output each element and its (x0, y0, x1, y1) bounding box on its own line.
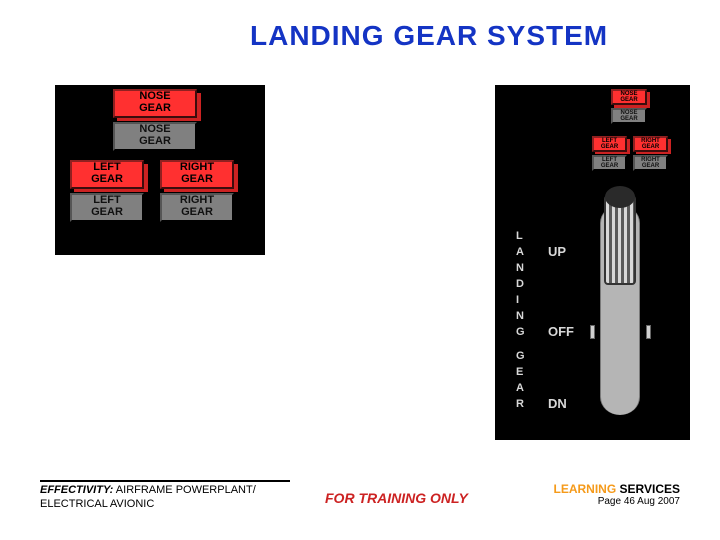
r-nose-alarm-l1: NOSE (620, 91, 637, 97)
effectivity-block: EFFECTIVITY: AIRFRAME POWERPLANT/ ELECTR… (40, 480, 290, 512)
left-gear-alarm-l1: LEFT (93, 161, 121, 173)
r-right-alarm: RIGHT GEAR (633, 136, 668, 152)
page-title: LANDING GEAR SYSTEM (250, 20, 608, 52)
right-gear-ok-l2: GEAR (181, 206, 213, 218)
lever-pos-up: UP (548, 244, 566, 259)
left-gear-ok-l2: GEAR (91, 206, 123, 218)
left-gear-ok: LEFT GEAR (70, 193, 144, 222)
vlabel-I: I (516, 294, 519, 306)
r-right-ok-l1: RIGHT (641, 157, 660, 163)
r-right-alarm-l1: RIGHT (641, 138, 660, 144)
page-footer: Page 46 Aug 2007 (554, 496, 680, 507)
left-gear-alarm: LEFT GEAR (70, 160, 144, 189)
left-gear-alarm-l2: GEAR (91, 173, 123, 185)
r-left-ok: LEFT GEAR (592, 155, 627, 171)
r-nose-ok-l2: GEAR (620, 116, 637, 122)
vlabel-E: E (516, 366, 523, 378)
vlabel-N: N (516, 262, 524, 274)
gear-lever-handle[interactable] (604, 195, 636, 285)
right-gear-ok: RIGHT GEAR (160, 193, 234, 222)
right-gear-ok-l1: RIGHT (180, 194, 214, 206)
right-gear-alarm: RIGHT GEAR (160, 160, 234, 189)
vlabel-N2: N (516, 310, 524, 322)
nose-gear-alarm-l2: GEAR (139, 102, 171, 114)
effectivity-label: EFFECTIVITY: (40, 484, 113, 496)
r-left-alarm-l2: GEAR (601, 144, 618, 150)
r-nose-alarm-l2: GEAR (620, 97, 637, 103)
r-left-ok-l1: LEFT (602, 157, 617, 163)
r-left-ok-l2: GEAR (601, 163, 618, 169)
r-right-alarm-l2: GEAR (642, 144, 659, 150)
right-gear-alarm-l2: GEAR (181, 173, 213, 185)
r-nose-alarm: NOSE GEAR (611, 89, 647, 105)
lever-pos-off: OFF (548, 324, 574, 339)
r-left-alarm: LEFT GEAR (592, 136, 627, 152)
r-right-ok: RIGHT GEAR (633, 155, 668, 171)
lever-off-detent-right (646, 325, 651, 339)
gear-lever-knob[interactable] (605, 186, 635, 208)
r-nose-ok-l1: NOSE (620, 110, 637, 116)
right-gear-alarm-l1: RIGHT (180, 161, 214, 173)
nose-gear-alarm: NOSE GEAR (113, 89, 197, 118)
vlabel-A: A (516, 246, 524, 258)
nose-gear-ok-l1: NOSE (139, 123, 170, 135)
learning-label: LEARNING (554, 482, 617, 496)
vlabel-D: D (516, 278, 524, 290)
lever-pos-dn: DN (548, 396, 567, 411)
r-left-alarm-l1: LEFT (602, 138, 617, 144)
nose-gear-ok: NOSE GEAR (113, 122, 197, 151)
vlabel-G2: G (516, 350, 525, 362)
nose-gear-ok-l2: GEAR (139, 135, 171, 147)
vlabel-L: L (516, 230, 523, 242)
lever-off-detent-left (590, 325, 595, 339)
r-nose-ok: NOSE GEAR (611, 108, 647, 124)
services-label: SERVICES (616, 482, 680, 496)
vlabel-R: R (516, 398, 524, 410)
nose-gear-alarm-l1: NOSE (139, 90, 170, 102)
left-gear-ok-l1: LEFT (93, 194, 121, 206)
training-only-label: FOR TRAINING ONLY (325, 490, 468, 506)
learning-services-block: LEARNING SERVICES Page 46 Aug 2007 (554, 482, 680, 507)
vlabel-G: G (516, 326, 525, 338)
r-right-ok-l2: GEAR (642, 163, 659, 169)
vlabel-A2: A (516, 382, 524, 394)
